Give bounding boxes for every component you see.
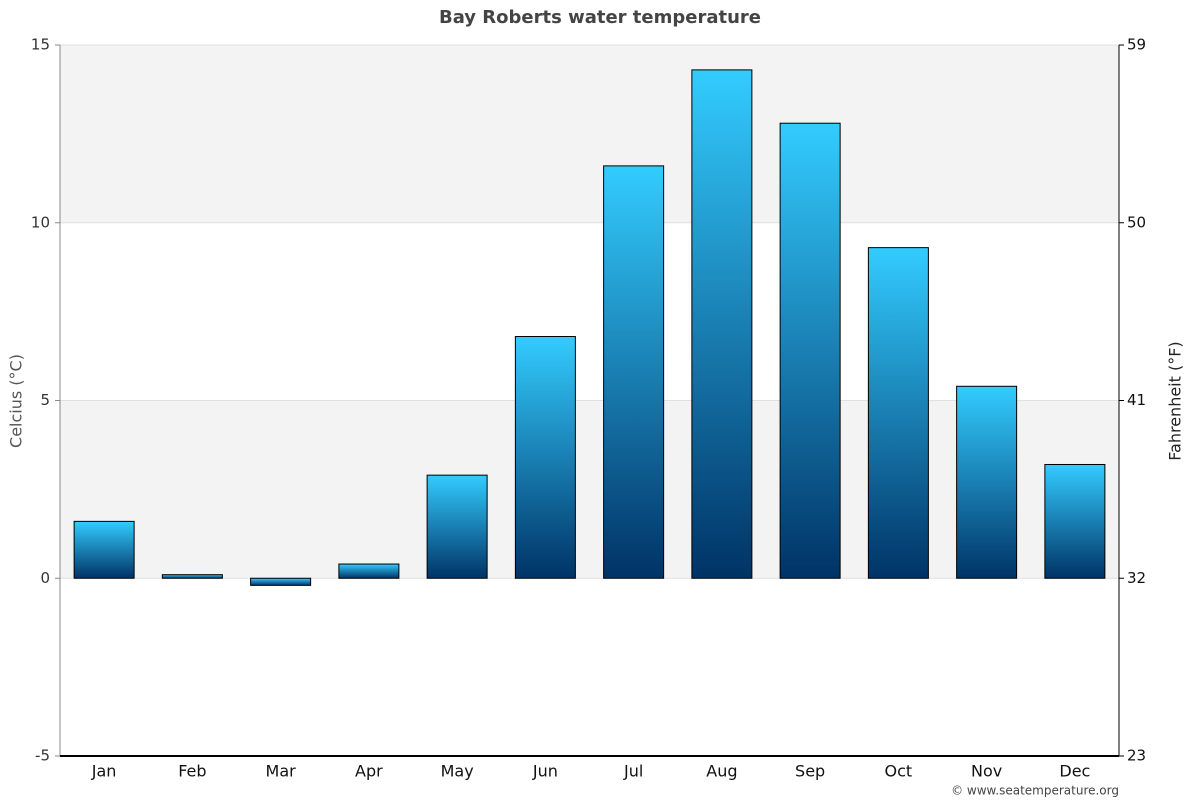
chart-title: Bay Roberts water temperature (439, 7, 761, 28)
y2-tick-label: 41 (1127, 391, 1146, 409)
x-tick-label: Jun (532, 762, 558, 781)
x-tick-label: May (441, 762, 474, 781)
bar (250, 577, 312, 586)
bar (779, 122, 841, 579)
bar (691, 69, 753, 579)
y-tick-label: 5 (40, 391, 50, 409)
x-tick-label: Aug (706, 762, 737, 781)
credit: © www.seatemperature.org (951, 784, 1119, 798)
plot-band (60, 45, 1119, 223)
y2-tick-label: 32 (1127, 569, 1146, 587)
bar (73, 520, 135, 579)
y-tick-label: -5 (35, 747, 50, 765)
y2-tick-label: 59 (1127, 36, 1146, 54)
x-tick-label: Jan (91, 762, 117, 781)
x-tick-label: Apr (355, 762, 383, 781)
y2-tick-label: 23 (1127, 747, 1146, 765)
x-tick-label: Jul (623, 762, 643, 781)
y-tick-label: 0 (40, 569, 50, 587)
bar (338, 563, 400, 579)
y-axis-label: Celcius (°C) (7, 354, 26, 448)
bar (956, 385, 1018, 579)
y-tick-label: 10 (31, 213, 50, 231)
x-tick-label: Feb (178, 762, 206, 781)
plot-band (60, 400, 1119, 579)
x-tick-label: Dec (1059, 762, 1090, 781)
y2-axis-label: Fahrenheit (°F) (1166, 341, 1185, 460)
x-tick-label: Oct (885, 762, 913, 781)
x-tick-label: Sep (795, 762, 825, 781)
bar (426, 474, 488, 579)
bar (867, 247, 929, 579)
x-tick-label: Mar (266, 762, 297, 781)
bar (161, 574, 223, 579)
bar (514, 336, 576, 579)
y-tick-label: 15 (31, 36, 50, 54)
y2-tick-label: 50 (1127, 213, 1146, 231)
x-tick-label: Nov (971, 762, 1002, 781)
bar (603, 165, 665, 579)
bar (1044, 463, 1106, 579)
